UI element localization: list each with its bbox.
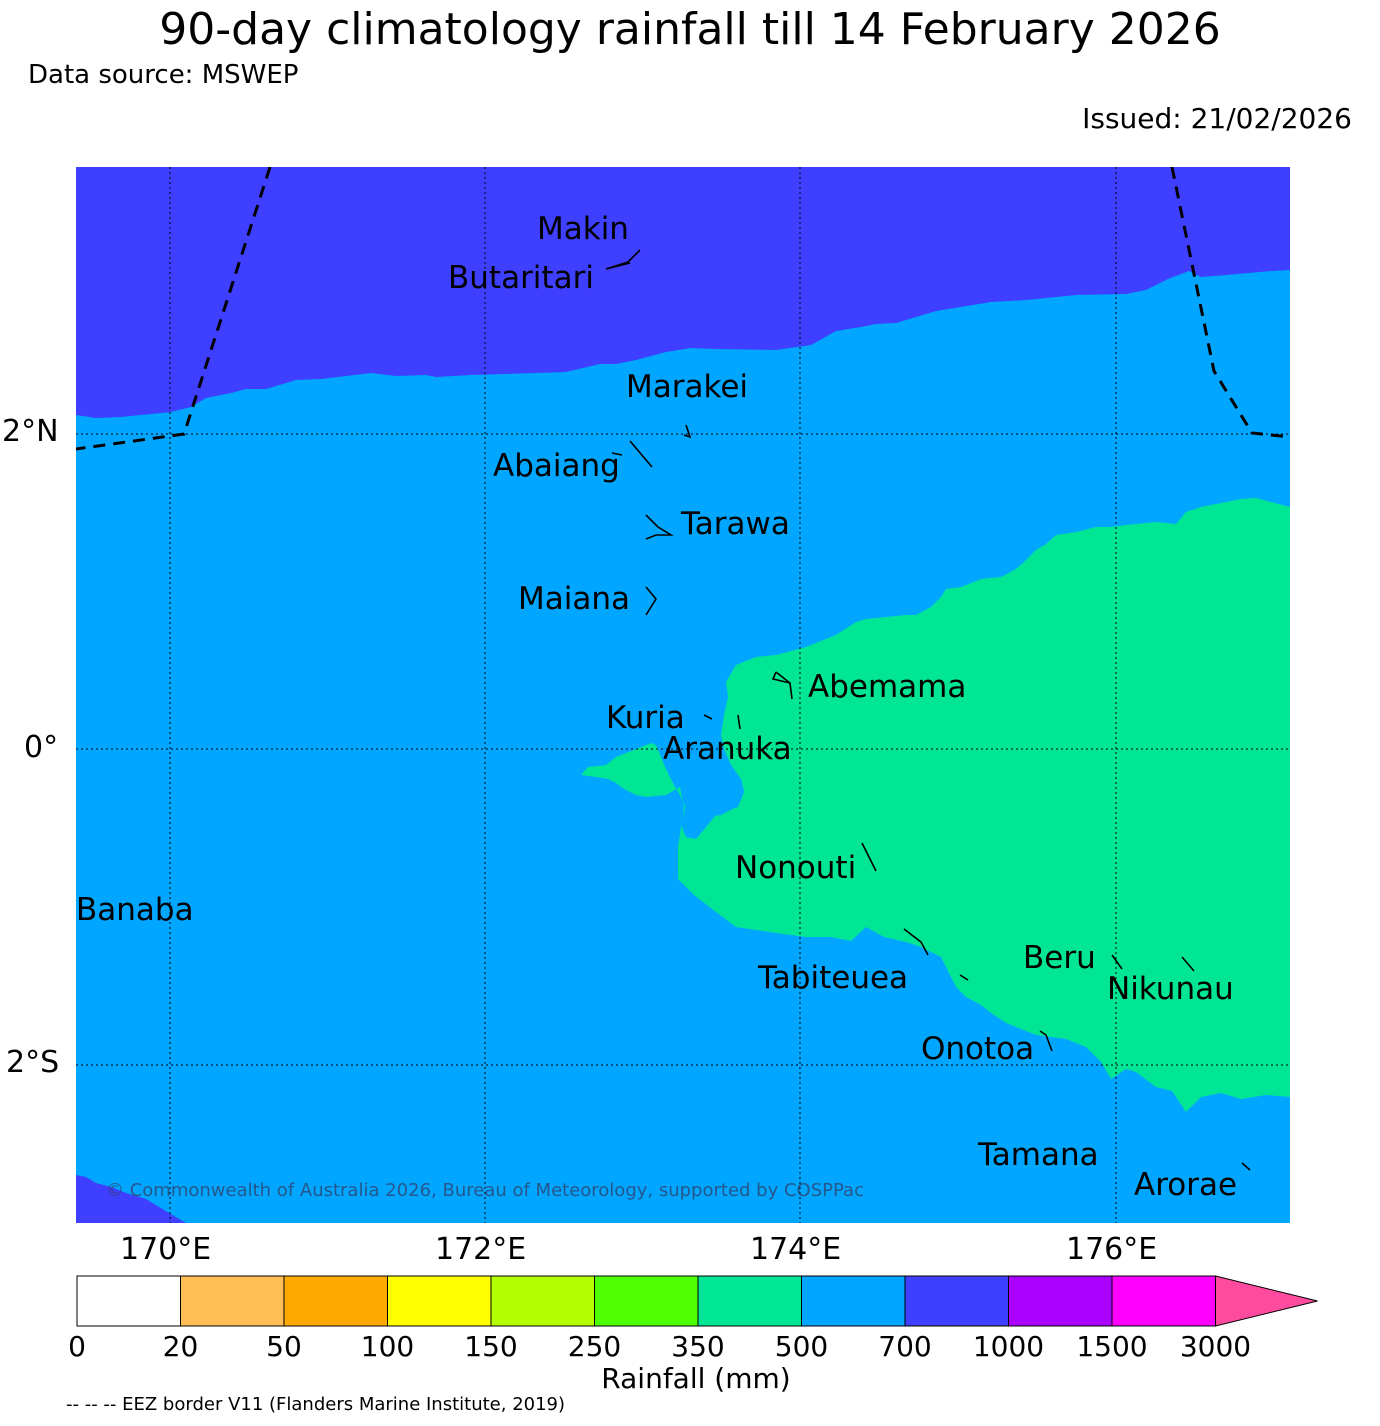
atolls	[605, 249, 1251, 1171]
colorbar-segment-1000-1500	[1008, 1275, 1113, 1327]
lon-tick-174e: 174°E	[750, 1232, 842, 1267]
colorbar-label-150: 150	[464, 1330, 518, 1363]
atoll-marakei	[683, 424, 692, 439]
colorbar-label-1000: 1000	[972, 1330, 1045, 1363]
atoll-arorae	[1241, 1162, 1251, 1171]
lat-tick-0: 0°	[24, 730, 59, 765]
rainfall-map[interactable]: Makin Butaritari Marakei Abaiang Tarawa …	[76, 167, 1290, 1223]
label-onotoa: Onotoa	[921, 1031, 1035, 1067]
label-maiana: Maiana	[518, 581, 630, 617]
colorbar-label-100: 100	[360, 1330, 415, 1363]
label-tamana: Tamana	[978, 1137, 1099, 1173]
colorbar-segment-50-100	[283, 1275, 388, 1327]
lon-tick-170e: 170°E	[120, 1232, 212, 1267]
colorbar-label-250: 250	[567, 1330, 622, 1363]
atoll-abaiang-reef	[611, 452, 623, 456]
colorbar-segment-1500-3000	[1111, 1275, 1216, 1327]
label-nonouti: Nonouti	[735, 850, 857, 886]
colorbar-label-20: 20	[162, 1330, 199, 1363]
eez-legend-note: -- -- -- EEZ border V11 (Flanders Marine…	[66, 1394, 566, 1415]
lon-tick-172e: 172°E	[435, 1232, 527, 1267]
colorbar-segment-250-350	[594, 1275, 699, 1327]
colorbar-label-700: 700	[878, 1330, 932, 1363]
eez-border	[76, 167, 1290, 451]
map-canvas	[76, 167, 1290, 1223]
label-makin: Makin	[537, 211, 629, 247]
label-beru: Beru	[1023, 940, 1096, 976]
label-marakei: Marakei	[626, 369, 749, 405]
graticule	[76, 167, 1290, 1223]
lon-tick-176e: 176°E	[1066, 1232, 1158, 1267]
colorbar-label-1500: 1500	[1076, 1330, 1148, 1363]
label-arorae: Arorae	[1134, 1167, 1238, 1203]
label-banaba: Banaba	[76, 892, 194, 928]
colorbar-segment-500-700	[801, 1275, 906, 1327]
colorbar-extend-triangle	[1215, 1275, 1318, 1327]
atoll-kuria	[703, 714, 713, 720]
fill-500-700-hole	[681, 742, 744, 839]
atoll-abemama	[771, 671, 793, 700]
atoll-tabiteuea-south	[959, 974, 969, 981]
atoll-tabiteuea-north	[903, 928, 929, 956]
label-tabiteuea: Tabiteuea	[758, 960, 909, 996]
colorbar-segment-20-50	[180, 1275, 285, 1327]
data-source: Data source: MSWEP	[28, 60, 299, 90]
colorbar-segment-0-20	[76, 1275, 181, 1327]
atoll-onotoa	[1039, 1030, 1053, 1052]
colorbar-segment-150-250	[490, 1275, 595, 1327]
atoll-butaritari	[605, 249, 641, 270]
atoll-beru	[1111, 954, 1123, 970]
label-aranuka: Aranuka	[663, 731, 792, 767]
atoll-maiana	[645, 586, 657, 616]
colorbar-label-0: 0	[68, 1330, 86, 1363]
map-title: 90-day climatology rainfall till 14 Febr…	[159, 4, 1221, 55]
label-tarawa: Tarawa	[681, 506, 790, 542]
colorbar-label-3000: 3000	[1179, 1330, 1252, 1363]
colorbar-label-350: 350	[671, 1330, 725, 1363]
fill-350-500	[581, 498, 1290, 1112]
copyright-notice: © Commonwealth of Australia 2026, Bureau…	[106, 1180, 864, 1201]
lat-tick-2n: 2°N	[2, 414, 59, 449]
colorbar	[76, 1275, 1318, 1327]
atoll-nikunau	[1181, 956, 1195, 972]
eez-border-west	[76, 167, 272, 451]
colorbar-segment-100-150	[387, 1275, 492, 1327]
colorbar-label-500: 500	[774, 1330, 829, 1363]
atoll-nonouti	[861, 842, 877, 872]
label-abaiang: Abaiang	[493, 448, 620, 484]
eez-border-east	[1170, 167, 1290, 439]
colorbar-title: Rainfall (mm)	[601, 1362, 791, 1395]
atoll-tarawa	[645, 514, 674, 540]
colorbar-segment-700-1000	[904, 1275, 1009, 1327]
lat-tick-2s: 2°S	[6, 1045, 60, 1080]
atoll-abaiang	[629, 440, 653, 468]
colorbar-label-50: 50	[266, 1330, 302, 1363]
atoll-aranuka	[737, 714, 741, 730]
colorbar-segment-350-500	[697, 1275, 802, 1327]
label-nikunau: Nikunau	[1107, 971, 1234, 1007]
label-butaritari: Butaritari	[448, 260, 594, 296]
fill-700-1000-southwest	[76, 1175, 186, 1223]
label-kuria: Kuria	[606, 700, 685, 736]
issued-date: Issued: 21/02/2026	[1082, 102, 1352, 135]
label-abemama: Abemama	[808, 669, 967, 705]
fill-700-1000-north	[76, 167, 1290, 418]
